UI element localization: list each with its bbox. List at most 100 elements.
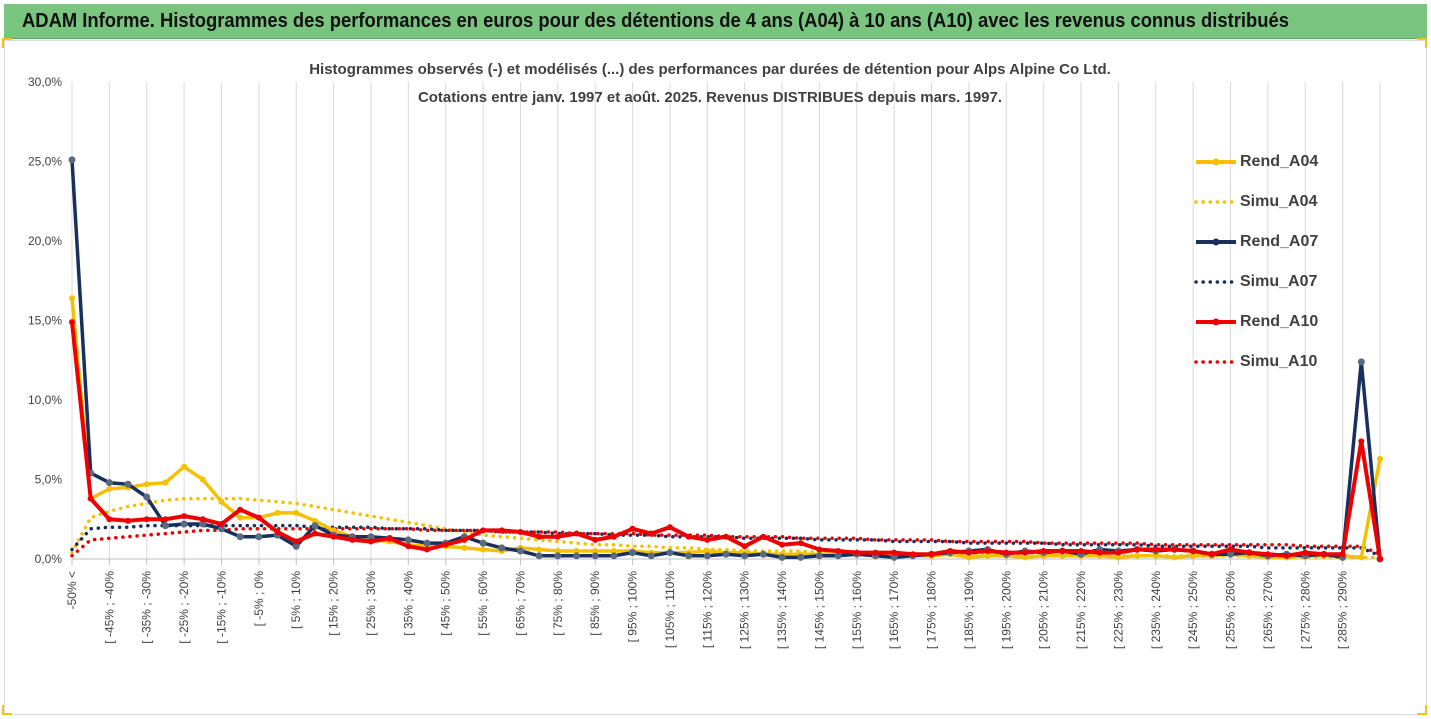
data-point-rend-a10: [797, 540, 804, 547]
data-point-rend-a10: [704, 536, 711, 543]
data-point-rend-a07: [573, 552, 581, 560]
y-tick-label: 5,0%: [35, 473, 63, 487]
x-tick-label: [ 225% ; 230%: [1111, 571, 1125, 649]
series-line-rend-a07: [70, 159, 1382, 560]
data-point-rend-a04: [181, 463, 188, 470]
data-point-rend-a10: [498, 527, 505, 534]
data-point-rend-a07: [647, 552, 655, 560]
data-point-rend-a10: [1040, 548, 1047, 555]
data-point-rend-a04: [1115, 554, 1122, 561]
x-tick-label: [ -15% ; -10%: [214, 571, 228, 644]
data-point-rend-a10: [610, 533, 617, 540]
data-point-rend-a04: [1358, 554, 1365, 561]
legend-swatch: [1194, 280, 1238, 284]
data-point-rend-a07: [1227, 550, 1235, 558]
data-point-rend-a04: [1134, 552, 1141, 559]
y-tick-label: 25,0%: [28, 155, 62, 169]
frame-corner-top-right: [1417, 38, 1427, 48]
data-point-rend-a10: [1208, 551, 1215, 558]
x-tick-label: [ 275% ; 280%: [1298, 571, 1312, 649]
report-banner: ADAM Informe. Histogrammes des performan…: [4, 4, 1427, 39]
data-point-rend-a07: [741, 552, 749, 560]
data-point-rend-a10: [891, 549, 898, 556]
data-point-rend-a10: [293, 538, 300, 545]
data-point-rend-a07: [890, 553, 898, 561]
data-point-rend-a07: [797, 553, 805, 561]
data-point-rend-a10: [1078, 548, 1085, 555]
data-point-rend-a10: [1358, 438, 1365, 445]
y-tick-label: 15,0%: [28, 314, 62, 328]
x-tick-label: [ -25% ; -20%: [177, 571, 191, 644]
data-point-rend-a04: [1059, 552, 1066, 559]
data-point-rend-a04: [536, 546, 543, 553]
data-point-rend-a07: [143, 493, 151, 501]
data-point-rend-a10: [218, 521, 225, 528]
series-line-simu-a04: [70, 496, 1382, 560]
data-point-rend-a04: [1171, 554, 1178, 561]
series-line-simu-a07: [70, 523, 1382, 558]
legend-item-simu-a04: Simu_A04: [1192, 187, 1342, 227]
x-tick-label: [ 95% ; 100%: [626, 571, 640, 643]
data-point-rend-a07: [629, 549, 637, 557]
x-tick-label: [ 155% ; 160%: [850, 571, 864, 649]
data-point-rend-a10: [909, 551, 916, 558]
data-point-rend-a10: [629, 525, 636, 532]
data-point-rend-a07: [591, 552, 599, 560]
data-point-rend-a07: [516, 547, 524, 555]
x-tick-label: [ 135% ; 140%: [775, 571, 789, 649]
data-point-rend-a07: [124, 480, 132, 488]
y-tick-label: 10,0%: [28, 393, 62, 407]
y-tick-label: 30,0%: [28, 75, 62, 89]
data-point-rend-a07: [217, 525, 225, 533]
y-axis: 0,0% 5,0% 10,0% 15,0% 20,0% 25,0% 30,0%: [28, 75, 1380, 566]
legend-label: Simu_A04: [1240, 193, 1318, 210]
data-point-rend-a10: [1283, 552, 1290, 559]
data-point-rend-a07: [498, 544, 506, 552]
chart-title-line-1: Histogrammes observés (-) et modélisés (…: [309, 61, 1111, 78]
data-point-rend-a04: [554, 548, 561, 555]
x-tick-label: [ 115% ; 120%: [700, 571, 714, 648]
data-point-rend-a07: [815, 552, 823, 560]
data-point-rend-a10: [1302, 549, 1309, 556]
data-point-rend-a10: [965, 549, 972, 556]
data-point-rend-a07: [292, 542, 300, 550]
legend-item-rend-a04: Rend_A04: [1192, 147, 1342, 187]
x-tick-label: [ 215% ; 220%: [1074, 571, 1088, 649]
x-tick-label: [ 35% ; 40%: [401, 571, 415, 636]
data-point-rend-a10: [311, 530, 318, 537]
data-point-rend-a07: [105, 479, 113, 487]
data-point-rend-a04: [984, 552, 991, 559]
data-point-rend-a07: [161, 522, 169, 530]
data-point-rend-a10: [816, 546, 823, 553]
data-point-rend-a07: [703, 552, 711, 560]
data-point-rend-a10: [1134, 546, 1141, 553]
x-tick-label: [ -45% ; -40%: [102, 571, 116, 644]
data-point-rend-a10: [424, 546, 431, 553]
legend-label: Simu_A10: [1240, 353, 1318, 370]
data-point-rend-a10: [517, 528, 524, 535]
data-point-rend-a10: [480, 527, 487, 534]
data-point-rend-a07: [685, 552, 693, 560]
data-point-rend-a07: [199, 520, 207, 528]
data-point-rend-a10: [1096, 549, 1103, 556]
data-point-rend-a10: [741, 543, 748, 550]
data-point-rend-a10: [349, 536, 356, 543]
x-tick-label: [ 85% ; 90%: [588, 571, 602, 636]
legend-item-simu-a10: Simu_A10: [1192, 347, 1342, 387]
data-point-rend-a10: [723, 533, 729, 540]
data-point-rend-a10: [554, 533, 561, 540]
data-point-rend-a04: [610, 548, 617, 555]
x-axis: -50% < [ -45% ; -40% [ -35% ; -30% [ -25% ;…: [65, 559, 1350, 649]
data-point-rend-a04: [311, 517, 318, 524]
data-point-rend-a10: [779, 541, 786, 548]
data-point-rend-a10: [461, 536, 468, 543]
data-point-rend-a10: [928, 551, 935, 558]
x-tick-label: [ -5% ; 0%: [252, 571, 266, 627]
data-point-rend-a10: [666, 524, 673, 531]
data-point-rend-a04: [162, 479, 169, 486]
data-point-rend-a04: [1190, 552, 1197, 559]
data-point-rend-a10: [181, 513, 188, 520]
data-point-rend-a04: [1021, 554, 1028, 561]
data-point-rend-a10: [1152, 546, 1159, 553]
